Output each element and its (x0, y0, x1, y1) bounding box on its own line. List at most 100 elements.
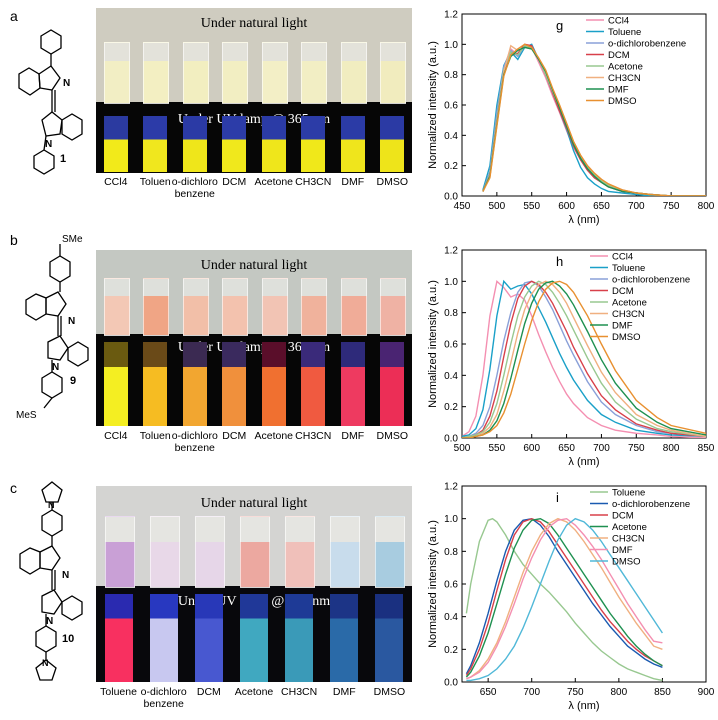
panel-letter: h (556, 254, 563, 269)
vial-natural-0 (103, 42, 130, 104)
x-tick-label: 550 (489, 443, 506, 454)
panel-letter: g (556, 18, 563, 33)
solvent-label: CH3CN (295, 430, 332, 442)
series-line-7 (482, 43, 706, 196)
vial-natural-5 (330, 516, 361, 588)
vial-natural-1 (143, 42, 170, 104)
series-line-7 (462, 280, 706, 438)
nitrogen-label: N (42, 658, 49, 668)
vial-natural-3 (222, 42, 249, 104)
x-axis-label: λ (nm) (568, 700, 599, 712)
series-line-2 (465, 517, 663, 676)
compound-number: 10 (62, 633, 74, 645)
series-line-4 (466, 517, 663, 680)
legend-label: DCM (612, 286, 634, 297)
legend-label: CCl4 (612, 252, 633, 263)
solvent-label: Acetone (234, 686, 274, 698)
vial-uv-2 (194, 594, 223, 682)
legend-label: DMF (612, 545, 633, 556)
vial-uv-2 (182, 342, 207, 426)
natural-light-heading: Under natural light (200, 16, 308, 31)
vial-natural-6 (340, 42, 367, 104)
series-line-2 (462, 280, 706, 438)
nitrogen-label: N (46, 616, 53, 627)
solvent-label: o-dichloro benzene (140, 686, 187, 710)
vial-natural-2 (182, 278, 209, 336)
vial-uv-0 (103, 116, 128, 172)
solvent-label: DMSO (376, 176, 409, 188)
solvent-label: CH3CN (281, 686, 318, 698)
vial-uv-5 (301, 116, 326, 172)
series-line-5 (462, 280, 706, 438)
solvent-label: CH3CN (295, 176, 332, 188)
solvent-label: DMF (341, 176, 365, 188)
legend-label: Toluene (612, 263, 645, 274)
y-tick-label: 1.2 (444, 246, 458, 257)
y-tick-label: 0.6 (444, 580, 458, 591)
emission-chart-h: 500 550 600 650 700 750 800 850 0.0 0.2 0.4 0.6 0.8 1… (427, 246, 715, 469)
nitrogen-label: N (52, 362, 59, 373)
x-tick-label: 700 (628, 201, 645, 212)
panel-letter-c: c (10, 480, 17, 496)
solvent-label: o-dichloro benzene (171, 176, 218, 200)
y-tick-label: 1.0 (444, 514, 458, 525)
vial-natural-6 (340, 278, 367, 336)
legend-label: o-dichlorobenzene (612, 275, 690, 286)
legend-label: DMF (608, 85, 629, 96)
vial-natural-4 (261, 42, 288, 104)
x-axis-label: λ (nm) (568, 214, 599, 226)
x-tick-label: 750 (567, 687, 584, 698)
x-tick-label: 650 (558, 443, 575, 454)
y-tick-label: 0.2 (444, 645, 458, 656)
vial-uv-6 (375, 594, 404, 682)
structure-1: N N 1 (18, 29, 83, 175)
emission-chart-i: 650 700 750 800 850 900 0.0 0.2 0.4 0.6 0.8 1.0 1.2 λ… (427, 482, 715, 713)
legend-label: Toluene (608, 27, 641, 38)
solvent-label: CCl4 (104, 176, 128, 188)
y-tick-label: 0.4 (444, 612, 458, 623)
vial-photo-compound-9: Under natural light Under UV lamp @ 365 … (96, 250, 412, 426)
x-tick-label: 450 (454, 201, 471, 212)
vial-uv-5 (301, 342, 326, 426)
vial-uv-7 (380, 116, 405, 172)
solvent-label: DCM (222, 176, 247, 188)
panel-letter: i (556, 490, 559, 505)
compound-number: 9 (70, 375, 76, 387)
legend-label: Acetone (612, 522, 647, 533)
vial-natural-5 (301, 42, 328, 104)
y-tick-label: 0.2 (444, 161, 458, 172)
series-line-1 (465, 517, 663, 675)
x-tick-label: 550 (523, 201, 540, 212)
series-line-3 (465, 517, 663, 678)
legend-label: DMSO (612, 557, 641, 568)
solvent-label: DCM (222, 430, 247, 442)
vial-uv-4 (261, 116, 286, 172)
vial-uv-1 (149, 594, 178, 682)
y-tick-label: 0.8 (444, 308, 458, 319)
x-tick-label: 500 (489, 201, 506, 212)
x-tick-label: 700 (593, 443, 610, 454)
y-tick-label: 0.0 (444, 192, 458, 203)
y-tick-label: 0.2 (444, 402, 458, 413)
solvent-label: DMF (341, 430, 365, 442)
x-tick-label: 850 (698, 443, 715, 454)
legend-label: CH3CN (608, 73, 641, 84)
solvent-label: Acetone (254, 430, 294, 442)
y-tick-label: 1.2 (444, 10, 458, 21)
x-tick-label: 750 (663, 201, 680, 212)
vial-uv-4 (285, 594, 314, 682)
panel-letter-a: a (10, 8, 18, 24)
vial-photo-compound-10: Under natural light Under UV lamp @ 365 … (96, 486, 412, 682)
y-tick-label: 1.0 (444, 277, 458, 288)
legend-label: DMSO (612, 332, 641, 343)
vial-uv-2 (182, 116, 207, 172)
vial-natural-0 (103, 278, 130, 336)
series-line-6 (462, 280, 706, 438)
vial-uv-1 (143, 116, 168, 172)
nitrogen-label: N (62, 570, 69, 581)
legend-label: Toluene (612, 488, 645, 499)
series-line-0 (462, 279, 706, 438)
legend-label: CH3CN (612, 534, 645, 545)
vial-natural-5 (301, 278, 328, 336)
structure-10: N N N 10 N (19, 481, 83, 681)
